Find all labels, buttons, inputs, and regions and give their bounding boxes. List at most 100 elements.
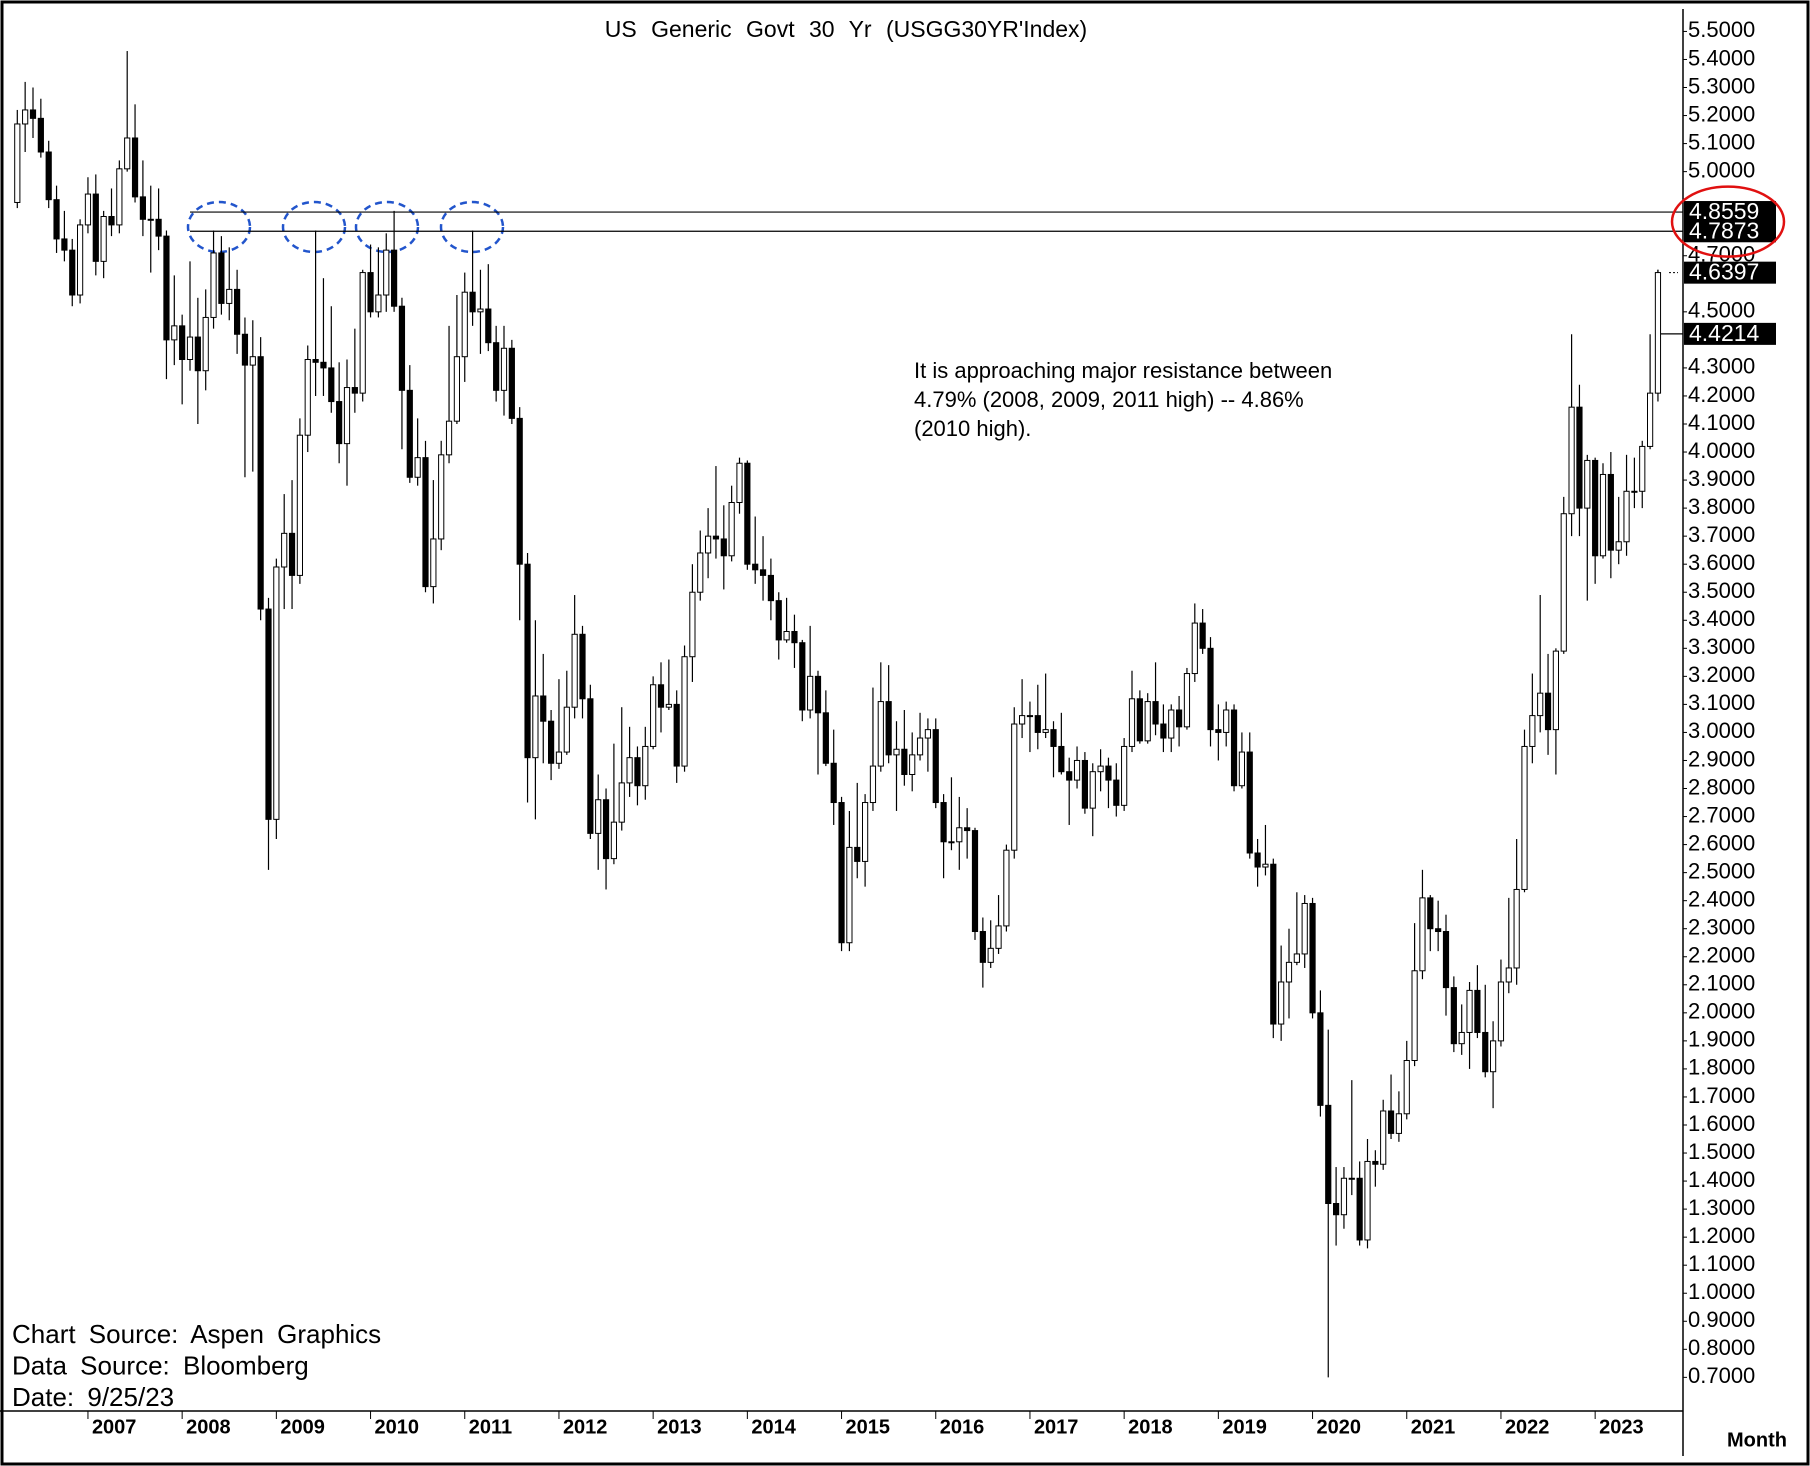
candle-body <box>1387 1110 1395 1134</box>
candle-body <box>1066 771 1073 781</box>
x-tick-label: 2008 <box>186 1416 231 1438</box>
candle-body <box>728 502 735 557</box>
y-tick-label: 2.7000 <box>1688 802 1755 827</box>
y-tick-label: 4.2000 <box>1688 382 1755 407</box>
candle-body <box>854 846 861 862</box>
candle-body <box>1081 759 1089 809</box>
y-tick-label: 1.0000 <box>1688 1279 1755 1304</box>
candle-body <box>147 218 154 221</box>
candle-body <box>1152 701 1159 725</box>
candle-body <box>1223 709 1230 733</box>
candle-body <box>964 827 971 832</box>
candle-body <box>1560 513 1567 652</box>
y-tick-label: 3.7000 <box>1688 522 1755 547</box>
candle-body <box>1356 1177 1363 1241</box>
y-tick-label: 2.8000 <box>1688 774 1755 799</box>
candle-body <box>1599 473 1607 557</box>
candle-body <box>69 249 76 296</box>
highs-highlight <box>186 200 505 254</box>
candle-body <box>571 633 578 708</box>
candle-body <box>893 748 900 756</box>
y-tick-label: 0.8000 <box>1688 1335 1755 1360</box>
candle-body <box>1238 751 1246 787</box>
candle-body <box>336 401 343 445</box>
candle-body <box>1105 765 1112 781</box>
candle-body <box>304 359 311 436</box>
candle-body <box>689 591 696 658</box>
candle-body <box>673 703 680 767</box>
candle-body <box>1647 392 1654 447</box>
candle-body <box>579 633 586 700</box>
x-tick-label: 2012 <box>563 1416 608 1438</box>
candle-body <box>987 947 994 963</box>
candle-body <box>752 563 759 571</box>
candle-body <box>1466 989 1473 1033</box>
resistance-label-box <box>1684 201 1776 224</box>
x-tick-label: 2016 <box>940 1416 985 1438</box>
candle-body <box>77 224 84 296</box>
candle-body <box>1254 852 1261 868</box>
candle-body <box>1230 709 1238 787</box>
annotation: 4.79% (2008, 2009, 2011 high) -- 4.86% <box>914 387 1304 412</box>
candle-body <box>296 434 303 576</box>
candle-body <box>116 168 123 226</box>
candle-body <box>1568 406 1575 515</box>
candle-body <box>1050 729 1057 747</box>
candle-body <box>602 799 610 860</box>
y-tick-label: 1.1000 <box>1688 1251 1755 1276</box>
candle-body <box>131 137 139 198</box>
candle-body <box>22 109 29 125</box>
last-value-label: 4.6397 <box>1689 259 1759 285</box>
candle-body <box>186 336 194 360</box>
candle-body <box>351 387 358 394</box>
candle-body <box>767 574 774 602</box>
candle-body <box>1168 709 1175 739</box>
candle-body <box>1544 692 1552 731</box>
candle-body <box>540 695 547 722</box>
y-tick-label: 3.6000 <box>1688 550 1755 575</box>
x-tick-label: 2022 <box>1505 1416 1550 1438</box>
candle-body <box>1631 490 1638 493</box>
candle-body <box>924 729 931 739</box>
candle-body <box>53 199 60 240</box>
y-tick-label: 1.5000 <box>1688 1139 1755 1164</box>
y-tick-label: 5.0000 <box>1688 157 1755 182</box>
candle-body <box>500 347 508 391</box>
y-tick-label: 1.8000 <box>1688 1055 1755 1080</box>
candle-body <box>1607 473 1614 551</box>
candle-body <box>414 457 421 478</box>
candle-body <box>862 802 869 862</box>
candle-body <box>1592 459 1599 557</box>
candle-body <box>453 356 460 422</box>
y-tick-label: 2.0000 <box>1688 999 1755 1024</box>
x-tick-label: 2021 <box>1411 1416 1456 1438</box>
candle-body <box>155 218 162 237</box>
candle-body <box>1537 692 1544 717</box>
level-label: 4.4214 <box>1689 320 1760 346</box>
candle-body <box>783 630 790 641</box>
candle-body <box>901 748 908 775</box>
candle-body <box>1121 745 1128 806</box>
candle-body <box>830 762 837 804</box>
x-tick-label: 2018 <box>1128 1416 1173 1438</box>
candle-body <box>1427 897 1434 930</box>
candle-body <box>367 272 374 313</box>
candle-body <box>265 608 272 820</box>
x-axis-label: Month <box>1727 1429 1787 1451</box>
resistance-highlight <box>1670 185 1786 258</box>
candle-body <box>406 389 413 478</box>
candle-body <box>1372 1160 1379 1165</box>
candle-body <box>697 552 704 593</box>
candle-body <box>1278 981 1285 1025</box>
y-tick-label: 2.2000 <box>1688 943 1755 968</box>
annotation: It is approaching major resistance betwe… <box>914 358 1332 383</box>
candle-body <box>422 457 429 588</box>
source-text: Data Source: Bloomberg <box>12 1350 309 1380</box>
candle-body <box>822 712 829 764</box>
annotation: (2010 high). <box>914 416 1031 441</box>
candle-body <box>1474 989 1481 1033</box>
candle-body <box>846 846 853 944</box>
candle-body <box>477 308 484 313</box>
candle-body <box>92 193 99 262</box>
y-tick-label: 3.8000 <box>1688 494 1755 519</box>
